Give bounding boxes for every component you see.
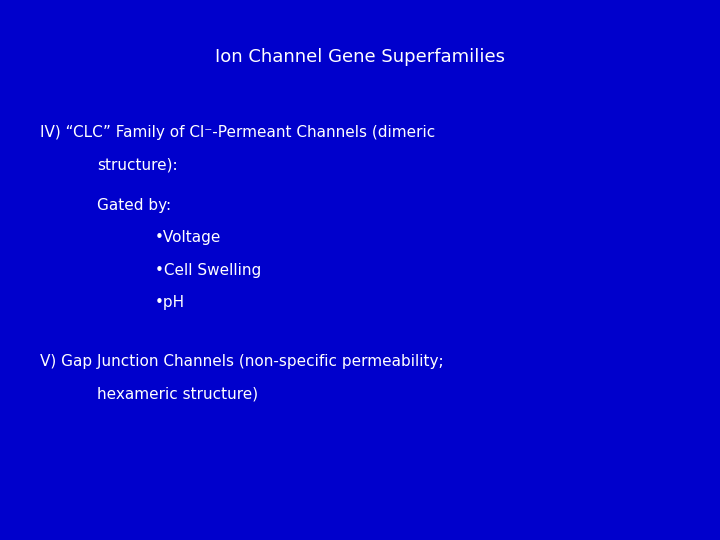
Text: V) Gap Junction Channels (non-specific permeability;: V) Gap Junction Channels (non-specific p… [40, 354, 444, 369]
Text: structure):: structure): [97, 157, 178, 172]
Text: Gated by:: Gated by: [97, 198, 171, 213]
Text: •pH: •pH [155, 295, 185, 310]
Text: •Cell Swelling: •Cell Swelling [155, 262, 261, 278]
Text: Ion Channel Gene Superfamilies: Ion Channel Gene Superfamilies [215, 48, 505, 66]
Text: hexameric structure): hexameric structure) [97, 387, 258, 402]
Text: IV) “CLC” Family of Cl⁻-Permeant Channels (dimeric: IV) “CLC” Family of Cl⁻-Permeant Channel… [40, 125, 435, 140]
Text: •Voltage: •Voltage [155, 230, 221, 245]
